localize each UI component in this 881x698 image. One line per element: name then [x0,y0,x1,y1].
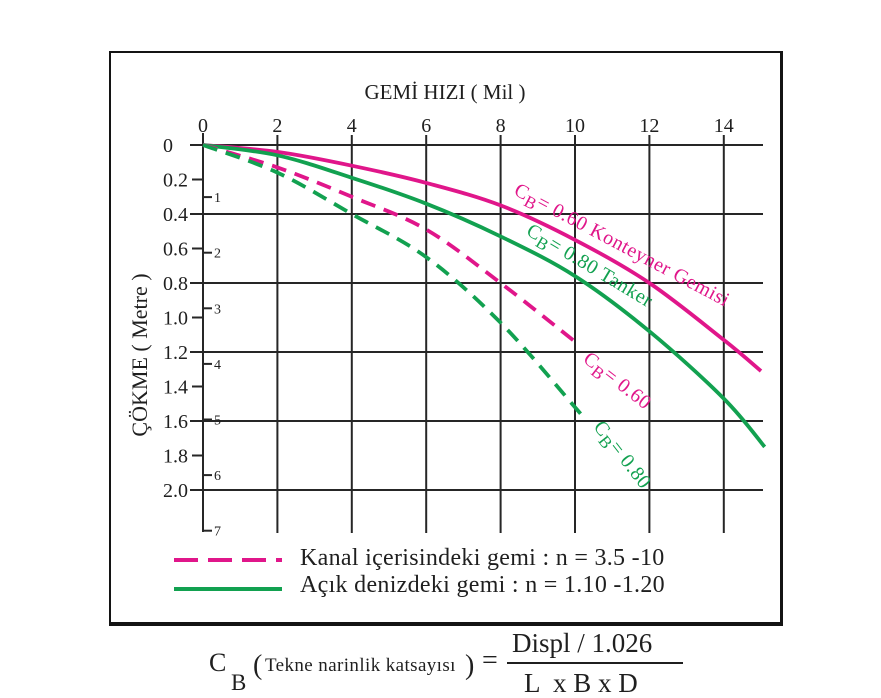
secondary-tick-label: 5 [214,414,221,429]
y-tick-label: 1.4 [163,377,188,399]
secondary-tick-label: 3 [214,302,221,317]
formula-numerator: Displ / 1.026 [512,628,653,658]
y-tick-label: 0 [163,135,173,157]
curve-cb060-channel [202,143,577,344]
curve-label-cb080-channel: CB= 0.80 [586,417,656,496]
y-tick-label: 1.8 [163,446,188,468]
x-tick-label: 2 [272,115,282,137]
x-tick-label: 12 [639,115,659,137]
formula-open-paren: ( [253,650,263,681]
x-tick-label: 14 [714,115,734,137]
chart-frame [109,51,783,626]
label-value: = 0.80 [605,437,656,493]
secondary-tick-label: 7 [214,525,221,540]
y-tick-label: 0.2 [163,170,188,192]
fraction-bar [507,662,683,664]
x-tick-label: 0 [198,115,208,137]
secondary-tick-label: 2 [214,247,221,262]
y-tick-label: 1.6 [163,411,188,433]
y-axis-title: ÇÖKME ( Metre ) [127,273,152,437]
formula-denominator: L x B x D [524,668,638,698]
formula-subscript: B [231,670,247,695]
x-tick-label: 8 [496,115,506,137]
x-tick-label: 6 [421,115,431,137]
legend-label-channel: Kanal içerisindeki gemi : n = 3.5 -10 [300,545,665,571]
x-tick-label: 10 [565,115,585,137]
y-tick-label: 0.6 [163,239,188,261]
grid [190,133,763,533]
curves [202,143,767,449]
x-tick-label: 4 [347,115,357,137]
y-tick-label: 0.4 [163,204,188,226]
curve-label-cb060-channel: CB= 0.60 [577,348,656,418]
formula-close-paren: ) [465,650,475,681]
x-axis-title: GEMİ HIZI ( Mil ) [364,80,526,104]
y-tick-label: 2.0 [163,480,188,502]
y-tick-label: 0.8 [163,273,188,295]
secondary-tick-label: 1 [214,191,221,206]
curve-cb080-channel [202,143,587,421]
secondary-tick-label: 6 [214,469,221,484]
tick-labels: 0 2 4 6 8 10 12 1400.20.40.60.81.01.21.41.61.82… [163,115,734,540]
formula-note: Tekne narinlik katsayısı [265,655,456,676]
secondary-tick-label: 4 [214,358,221,373]
y-tick-label: 1.0 [163,308,188,330]
legend-label-open-sea: Açık denizdeki gemi : n = 1.10 -1.20 [300,572,665,598]
curve-cb080-open-sea [202,143,767,449]
legend-swatches [174,558,282,591]
label-value: = 0.60 [599,363,655,414]
curve-cb060-open-sea [202,143,763,373]
formula-symbol: C [209,648,227,677]
y-tick-label: 1.2 [163,342,188,364]
formula-equals: = [482,645,498,676]
